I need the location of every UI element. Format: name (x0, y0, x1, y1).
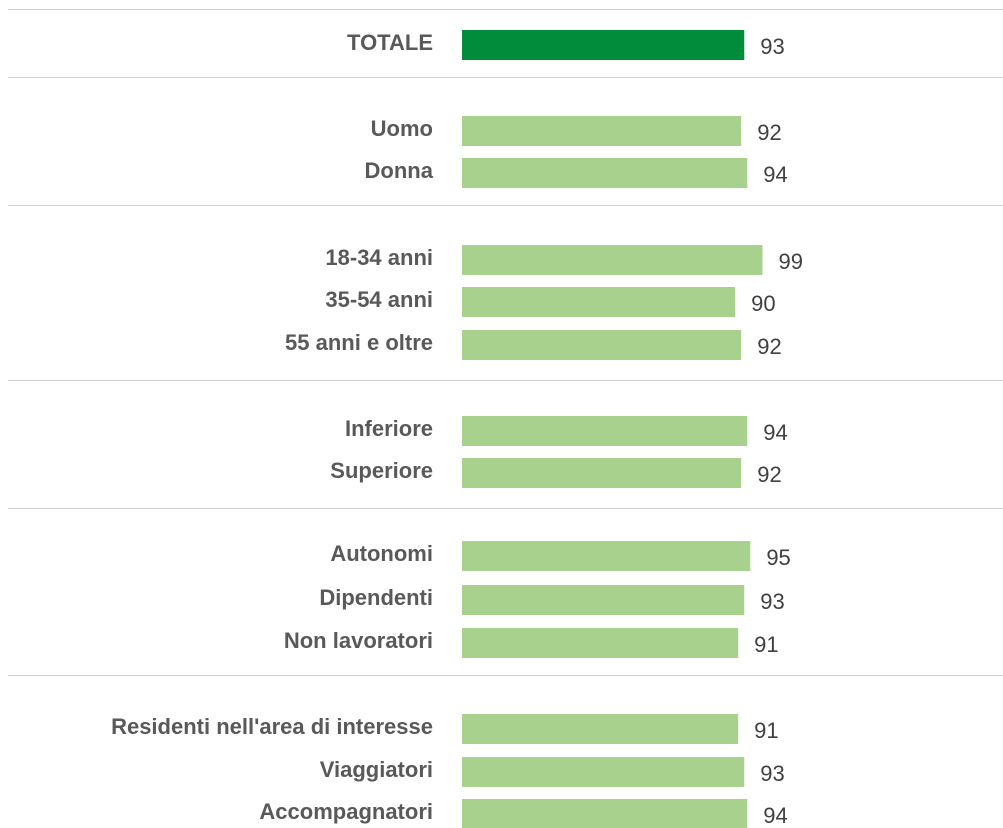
category-label: Donna (365, 158, 434, 183)
category-label: Residenti nell'area di interesse (111, 714, 433, 739)
bar (462, 585, 745, 615)
bar (462, 30, 745, 60)
category-label: Viaggiatori (320, 757, 433, 782)
bar (462, 757, 745, 787)
value-label: 90 (751, 291, 775, 316)
category-label: Uomo (371, 116, 433, 141)
bar (462, 541, 751, 571)
category-label: Dipendenti (319, 585, 433, 610)
bar (462, 245, 763, 275)
value-label: 93 (760, 589, 784, 614)
bar (462, 116, 742, 146)
separators (8, 9, 1003, 676)
bar (462, 330, 742, 360)
category-label: 35-54 anni (325, 287, 433, 312)
category-label: Autonomi (330, 541, 433, 566)
value-label: 92 (757, 462, 781, 487)
value-label: 91 (754, 632, 778, 657)
category-label: Superiore (330, 458, 433, 483)
bar (462, 628, 739, 658)
bar (462, 158, 748, 188)
bar (462, 458, 742, 488)
value-label: 91 (754, 718, 778, 743)
bar (462, 287, 736, 317)
category-label: Non lavoratori (284, 628, 433, 653)
value-label: 94 (763, 162, 787, 187)
value-label: 92 (757, 334, 781, 359)
category-label: 18-34 anni (325, 245, 433, 270)
bar (462, 416, 748, 446)
bar (462, 799, 748, 828)
value-label: 93 (760, 34, 784, 59)
value-label: 94 (763, 420, 787, 445)
value-label: 99 (778, 249, 802, 274)
value-label: 92 (757, 120, 781, 145)
category-label: 55 anni e oltre (285, 330, 433, 355)
bar (462, 714, 739, 744)
category-label: Inferiore (345, 416, 433, 441)
value-label: 93 (760, 761, 784, 786)
value-label: 95 (766, 545, 790, 570)
category-label: TOTALE (347, 30, 433, 55)
value-label: 94 (763, 803, 787, 828)
category-label: Accompagnatori (259, 799, 433, 824)
